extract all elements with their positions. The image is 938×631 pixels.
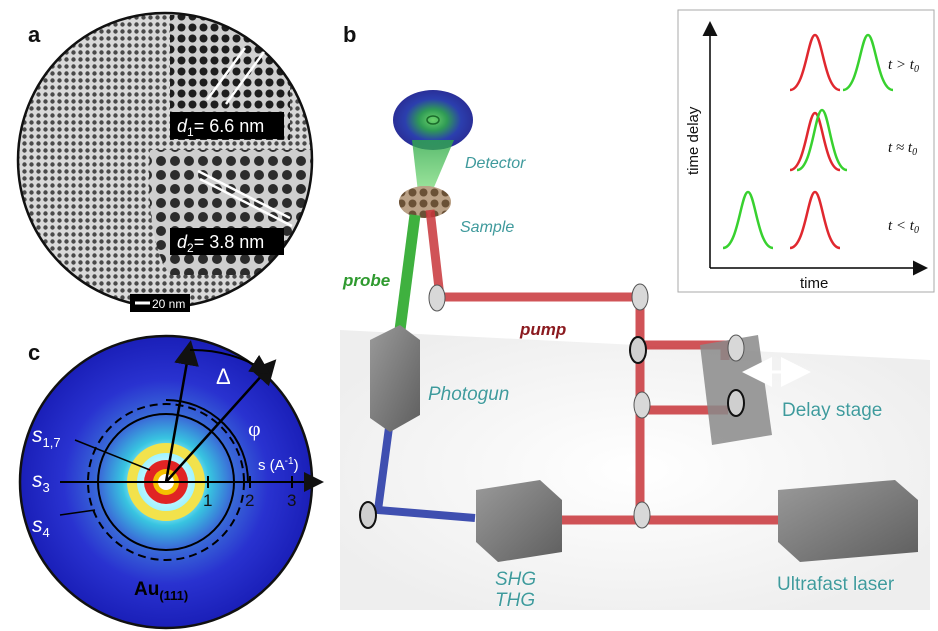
mirror-2	[631, 283, 649, 311]
d2-line-1	[197, 169, 291, 220]
scalebar-label: 20 nm	[152, 297, 185, 311]
thg-label: THG	[495, 590, 535, 611]
shg-thg-box	[476, 480, 562, 562]
s4-leader	[59, 509, 96, 516]
row-mid-label: t ≈ t0	[888, 140, 917, 158]
table-floor	[340, 330, 930, 610]
pulse-green-bottom	[722, 190, 774, 250]
probe-label: probe	[342, 271, 390, 290]
d2-label-bg	[170, 228, 284, 255]
pulse-red-bottom	[789, 190, 841, 250]
mirror-3	[629, 336, 647, 364]
pulse-red-mid	[789, 111, 841, 172]
detector-center	[426, 115, 440, 125]
s17-label: s1,7	[32, 424, 61, 450]
sample-label: Sample	[460, 219, 514, 236]
d2-line-2	[199, 177, 293, 228]
row-bot-label: t < t0	[888, 218, 919, 236]
s4-label: s4	[32, 514, 50, 540]
delta-arc	[189, 348, 271, 375]
tick-1-label: 1	[203, 491, 212, 510]
photogun	[370, 325, 420, 432]
mirror-1	[428, 284, 446, 312]
panel-a: a d1= 6.6 nm d2= 3.8 nm 20 nm	[16, 11, 314, 312]
laser-box	[778, 480, 918, 562]
row-top-label: t > t0	[888, 57, 919, 75]
d1-line-1	[205, 47, 247, 101]
mirror-7	[633, 501, 651, 529]
s-axis-label: s (A-1)	[258, 456, 299, 474]
panel-b-letter: b	[343, 22, 356, 47]
au-label: Au(111)	[134, 579, 188, 603]
detector-screen	[393, 90, 473, 150]
shg-label: SHG	[495, 569, 536, 590]
mirror-5	[727, 389, 745, 417]
panel-b: b Detector Sample probe pump Photogun De…	[340, 9, 935, 611]
panel-c-letter: c	[28, 340, 40, 365]
d1-label-bg	[170, 112, 284, 139]
vector-delta-2	[165, 359, 277, 483]
panel-a-letter: a	[28, 22, 41, 47]
panel-c: c 1 2 3 Δ φ s (A-1) s1,7 s3 s4	[18, 334, 324, 630]
s3-label: s3	[32, 469, 50, 495]
probe-beam	[394, 214, 421, 331]
mirror-6	[633, 391, 651, 419]
delay-stage-label: Delay stage	[782, 400, 882, 421]
electron-cone	[412, 140, 454, 192]
pulse-red-top	[789, 33, 841, 92]
inset-ylabel: time delay	[685, 106, 702, 175]
blue-beam	[373, 419, 476, 522]
detector-label: Detector	[465, 155, 526, 172]
phi-arc	[165, 399, 249, 483]
mirror-4	[727, 334, 745, 362]
pump-label: pump	[519, 320, 566, 339]
d2-label: d2= 3.8 nm	[177, 232, 264, 255]
pulse-green-mid	[796, 108, 848, 172]
delta-label: Δ	[216, 364, 231, 389]
d1-label: d1= 6.6 nm	[177, 116, 264, 139]
sample-texture	[399, 186, 451, 218]
scalebar-bg	[130, 294, 190, 312]
mirror-8	[359, 501, 377, 529]
tick-2-label: 2	[245, 491, 254, 510]
laser-label: Ultrafast laser	[777, 574, 895, 595]
tem-micrograph	[18, 13, 312, 307]
inset-xlabel: time	[800, 275, 828, 292]
photogun-label: Photogun	[428, 384, 509, 405]
vector-delta-1	[164, 340, 199, 483]
phi-label: φ	[248, 416, 261, 441]
timing-inset: time delay time t > t0 t ≈ t0 t < t0	[677, 9, 935, 293]
tick-3-label: 3	[287, 491, 296, 510]
pulse-green-top	[842, 33, 894, 92]
s17-leader	[74, 439, 151, 471]
d1-line-2	[224, 51, 266, 105]
